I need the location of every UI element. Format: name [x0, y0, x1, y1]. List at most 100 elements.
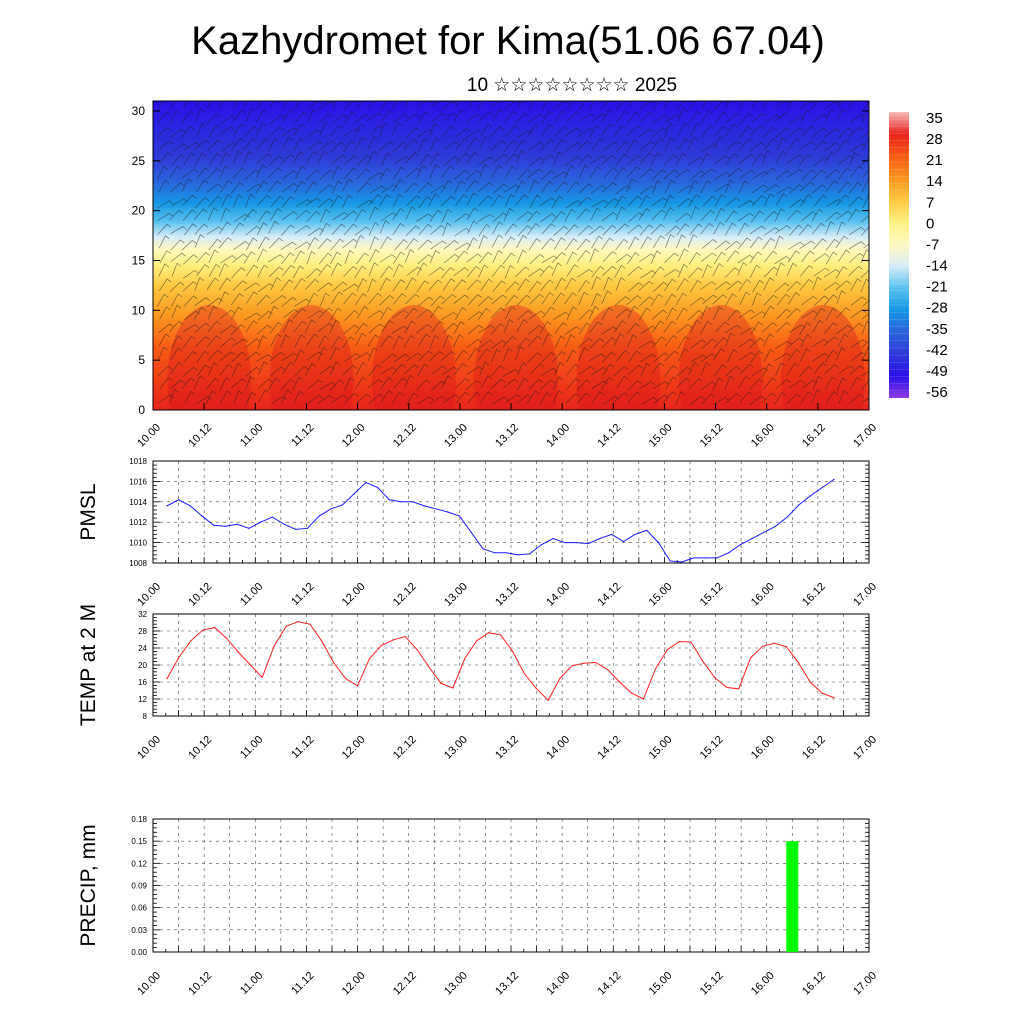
wind-barb — [208, 263, 221, 277]
wind-barb — [441, 179, 453, 193]
wind-barb — [860, 226, 869, 237]
wind-barb — [194, 153, 207, 166]
wind-barb — [255, 138, 270, 151]
wind-barb — [267, 167, 283, 179]
wind-barb — [195, 336, 210, 347]
wind-barb — [774, 282, 790, 293]
wind-barb — [675, 152, 687, 166]
wind-barb — [453, 294, 469, 304]
wind-barb — [344, 377, 355, 391]
temp-point — [738, 688, 740, 690]
wind-barb — [601, 376, 614, 390]
wind-barb — [231, 306, 243, 320]
wind-barb — [417, 254, 433, 265]
wind-barb — [823, 128, 840, 138]
temp-point — [678, 641, 680, 643]
wind-barb — [702, 294, 718, 305]
wind-barb — [862, 131, 869, 138]
wind-barb — [379, 254, 396, 263]
temp-point — [666, 649, 668, 651]
y-tick-label: 12 — [138, 695, 147, 704]
wind-barb — [478, 156, 495, 165]
wind-barb — [664, 293, 677, 307]
wind-barb — [527, 325, 544, 335]
wind-barb — [701, 110, 713, 124]
wind-barb — [267, 254, 285, 263]
wind-barb — [739, 169, 756, 179]
wind-barb — [590, 184, 607, 194]
pmsl-point — [692, 557, 695, 559]
wind-barb — [565, 200, 583, 209]
panel-grid — [152, 818, 870, 953]
wind-barb — [664, 350, 679, 362]
wind-barb — [850, 339, 867, 348]
wind-barb — [836, 139, 850, 152]
wind-barb — [169, 110, 181, 124]
wind-barb — [169, 128, 186, 138]
wind-barb — [319, 292, 330, 307]
wind-barb — [688, 267, 703, 279]
wind-barb — [724, 267, 740, 278]
wind-barb — [702, 196, 717, 207]
wind-barb — [554, 125, 569, 137]
wind-barb — [170, 226, 187, 234]
wind-barb — [319, 381, 337, 390]
wind-barb — [330, 379, 344, 391]
wind-barb — [218, 236, 233, 249]
wind-barb — [702, 143, 718, 153]
wind-barb — [614, 223, 630, 234]
temp-point — [404, 635, 406, 638]
wind-barb — [218, 263, 229, 277]
wind-barb — [811, 184, 827, 195]
wind-barb — [725, 332, 735, 347]
wind-barb — [836, 307, 851, 319]
wind-barb — [616, 140, 630, 153]
wind-barb — [638, 340, 655, 349]
wind-barb — [294, 241, 311, 250]
wind-barb — [564, 165, 576, 179]
wind-barb — [540, 170, 556, 181]
wind-barb — [553, 151, 563, 166]
wind-barb — [393, 251, 405, 265]
wind-barb — [331, 291, 343, 305]
wind-barb — [466, 265, 481, 278]
wind-barb — [774, 208, 786, 222]
wind-barb — [159, 278, 172, 291]
wind-barb — [270, 333, 282, 347]
wind-barb — [465, 151, 479, 164]
wind-barb — [170, 252, 186, 263]
wind-barb — [283, 319, 294, 333]
wind-barb — [539, 197, 556, 206]
wind-barb — [467, 366, 484, 375]
wind-barb — [292, 308, 307, 320]
wind-barb — [194, 223, 209, 235]
x-tick-label: 11.00 — [238, 970, 265, 997]
wind-barb — [294, 101, 300, 109]
wind-barb — [181, 110, 195, 123]
wind-barb — [640, 140, 655, 151]
wind-barb — [354, 113, 370, 124]
wind-barb — [799, 265, 814, 277]
wind-barb — [552, 251, 567, 263]
wind-barb — [516, 294, 531, 306]
wind-barb — [355, 293, 368, 306]
wind-barb — [638, 128, 655, 138]
wind-barb — [268, 155, 283, 166]
wind-barb — [304, 363, 317, 377]
wind-barb — [245, 193, 255, 208]
wind-barb — [406, 195, 421, 207]
wind-barb — [357, 182, 371, 194]
wind-barb — [381, 320, 394, 333]
wind-barb — [405, 277, 417, 291]
wind-barb — [689, 110, 702, 124]
wind-barb — [256, 324, 272, 335]
wind-barb — [441, 125, 455, 138]
wind-barb — [603, 166, 618, 179]
wind-barb — [701, 264, 712, 279]
wind-barb — [530, 363, 544, 375]
heatmap-x-tick-label: 16.12 — [800, 422, 828, 450]
wind-barb — [763, 266, 779, 278]
pmsl-point — [365, 481, 367, 484]
wind-barb — [218, 291, 229, 305]
wind-barb — [786, 209, 802, 221]
